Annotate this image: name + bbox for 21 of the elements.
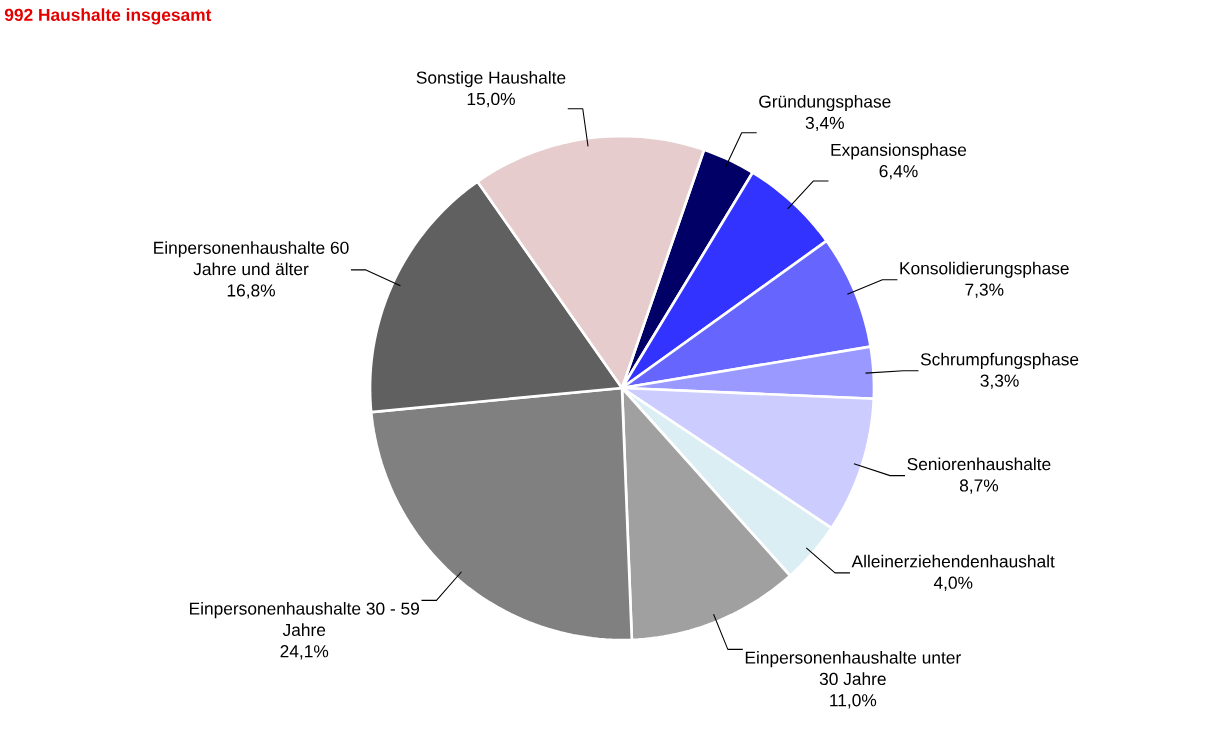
slice-label: Einpersonenhaushalte 60 Jahre und älter — [154, 241, 349, 276]
data-label: 15,0% — [467, 92, 515, 108]
data-label: 3,4% — [805, 116, 844, 132]
data-label: 4,0% — [933, 576, 973, 591]
data-label: 7,3% — [965, 283, 1004, 298]
slice-label: Expansionsphase — [831, 143, 967, 160]
data-label: 16,8% — [227, 284, 275, 299]
slice-label: Sonstige Haushalte — [416, 71, 566, 88]
slice-label: Alleinerziehendenhaushalt — [851, 554, 1055, 568]
data-label: 6,4% — [879, 165, 918, 180]
slice-label: Einpersonenhaushalte 30 - 59 Jahre — [190, 601, 419, 637]
slice-label: Gründungsphase — [759, 94, 891, 112]
slice-label: Konsolidierungsphase — [900, 261, 1069, 278]
data-label: 24,1% — [280, 645, 329, 660]
slice-label: Einpersonenhaushalte unter 30 Jahre — [745, 650, 961, 686]
slice-label: Schrumpfungsphase — [920, 352, 1079, 369]
data-label: 3,3% — [980, 374, 1019, 389]
data-label: 11,0% — [830, 694, 877, 709]
chart-title: 992 Haushalte insgesamt — [4, 8, 212, 25]
slice-label: Seniorenhaushalte — [907, 457, 1051, 471]
data-label: 8,7% — [959, 479, 999, 494]
